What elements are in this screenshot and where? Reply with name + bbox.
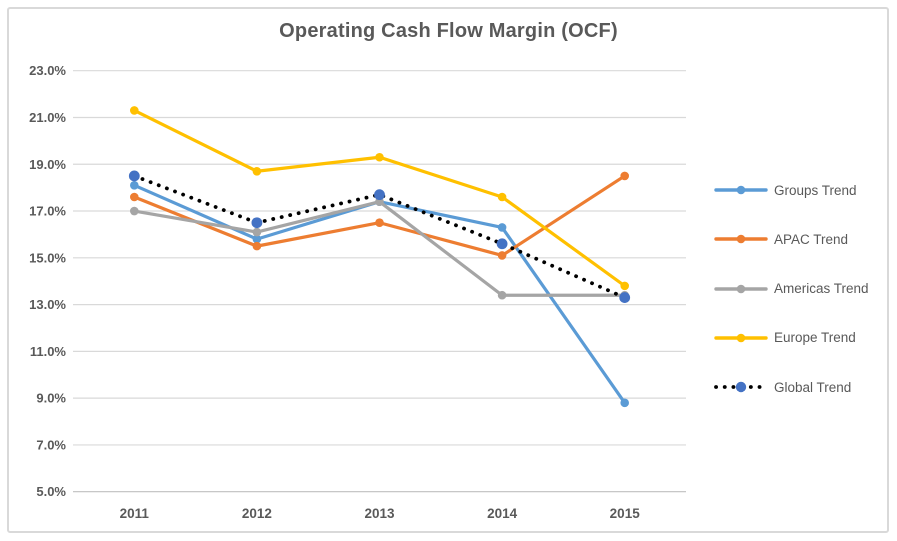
data-point[interactable] [252, 241, 262, 251]
y-tick-label: 23.0% [29, 63, 66, 78]
series-europe-trend[interactable] [130, 106, 629, 291]
legend-label: Groups Trend [774, 182, 857, 198]
data-point[interactable] [252, 166, 262, 176]
legend-item-groups-trend[interactable]: Groups Trend [714, 180, 857, 200]
data-point[interactable] [130, 106, 139, 115]
data-point[interactable] [620, 171, 629, 181]
legend-swatch-line [714, 333, 768, 343]
data-point[interactable] [130, 206, 139, 216]
data-point[interactable] [375, 218, 384, 228]
x-tick-label: 2015 [610, 506, 641, 521]
data-point[interactable] [620, 281, 629, 291]
legend-item-apac-trend[interactable]: APAC Trend [714, 229, 848, 249]
data-point[interactable] [374, 189, 385, 201]
legend-label: Americas Trend [774, 281, 869, 297]
data-point[interactable] [130, 192, 139, 202]
data-point[interactable] [252, 234, 262, 244]
legend-item-europe-trend[interactable]: Europe Trend [714, 328, 856, 348]
legend-marker [736, 333, 746, 343]
legend-swatch-line [714, 185, 768, 195]
y-tick-label: 11.0% [30, 344, 67, 359]
data-point[interactable] [252, 227, 262, 237]
data-point[interactable] [497, 290, 507, 300]
series-line[interactable] [132, 200, 627, 297]
y-tick-label: 15.0% [29, 250, 66, 265]
chart-title: Operating Cash Flow Margin (OCF) [279, 20, 618, 42]
legend-marker [736, 234, 746, 244]
y-tick-label: 21.0% [29, 110, 66, 125]
y-tick-label: 7.0% [36, 437, 66, 452]
data-point[interactable] [620, 398, 629, 408]
x-tick-label: 2012 [242, 506, 272, 521]
y-tick-label: 17.0% [29, 204, 66, 219]
data-point[interactable] [128, 170, 140, 182]
data-point[interactable] [497, 192, 507, 202]
data-point[interactable] [497, 223, 507, 232]
data-point[interactable] [251, 217, 263, 229]
y-tick-label: 19.0% [29, 157, 66, 172]
data-point[interactable] [130, 181, 139, 190]
series-americas-trend[interactable] [130, 197, 629, 300]
y-tick-label: 9.0% [36, 391, 66, 406]
legend-marker [736, 185, 746, 195]
y-tick-label: 13.0% [29, 297, 66, 312]
legend-marker [735, 381, 747, 393]
data-point[interactable] [619, 292, 631, 303]
data-point[interactable] [497, 251, 507, 260]
legend-marker [736, 284, 746, 293]
legend-label: Europe Trend [774, 330, 856, 346]
series-line[interactable] [132, 174, 627, 300]
legend-label: APAC Trend [774, 231, 849, 247]
series-apac-trend[interactable] [130, 171, 629, 260]
x-tick-label: 2011 [120, 506, 150, 521]
y-tick-label: 5.0% [36, 484, 66, 499]
legend-item-global-trend[interactable]: Global Trend [714, 377, 851, 397]
data-point[interactable] [496, 238, 508, 250]
series-line[interactable] [132, 174, 627, 258]
series-global-trend[interactable] [128, 170, 631, 303]
legend-item-americas-trend[interactable]: Americas Trend [714, 279, 869, 299]
x-tick-label: 2014 [487, 506, 518, 521]
x-tick-label: 2013 [364, 506, 395, 521]
legend-swatch-dotted-line [714, 381, 768, 393]
legend-swatch-line [714, 284, 768, 293]
data-point[interactable] [375, 152, 384, 162]
legend-label: Global Trend [774, 379, 852, 395]
legend-swatch-line [714, 234, 768, 244]
